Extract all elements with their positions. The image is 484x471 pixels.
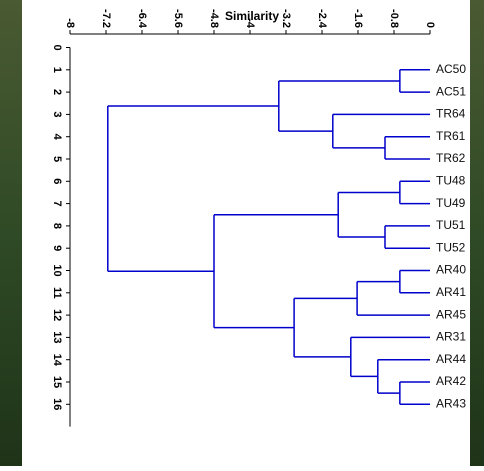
y-tick-label: 14	[51, 354, 63, 367]
y-tick-label: 13	[51, 331, 63, 343]
y-tick-label: 5	[51, 156, 63, 162]
leaf-label: TU51	[436, 218, 466, 232]
leaf-label: AC50	[436, 62, 466, 76]
leaf-label: TR61	[436, 129, 466, 143]
x-tick-label: -1.6	[352, 9, 364, 28]
leaf-label: AR43	[436, 396, 466, 410]
y-tick-label: 9	[51, 245, 63, 251]
leaf-label: TU49	[436, 196, 466, 210]
leaf-label: AR40	[436, 263, 466, 277]
y-tick-label: 16	[51, 398, 63, 410]
leaf-label: AR31	[436, 330, 466, 344]
leaf-label: TR64	[436, 107, 466, 121]
x-tick-label: -3.2	[280, 9, 292, 28]
y-tick-label: 7	[51, 201, 63, 207]
y-tick-label: 4	[51, 134, 63, 141]
leaf-label: TU52	[436, 240, 466, 254]
x-tick-label: -7.2	[100, 9, 112, 28]
x-tick-label: -4	[244, 18, 256, 29]
y-tick-label: 1	[51, 67, 63, 73]
y-tick-label: 12	[51, 309, 63, 321]
x-tick-label: -8	[64, 18, 76, 28]
leaf-label: TR62	[436, 151, 466, 165]
leaf-label: AR42	[436, 374, 466, 388]
y-tick-label: 0	[51, 44, 63, 50]
leaf-label: AR45	[436, 307, 466, 321]
leaf-label: TU48	[436, 173, 466, 187]
x-tick-label: -2.4	[316, 9, 328, 29]
leaf-label: AR44	[436, 352, 466, 366]
page: {"chart_data": { "type": "dendrogram", "…	[0, 0, 484, 466]
x-tick-label: -0.8	[388, 9, 400, 28]
x-tick-label: -5.6	[172, 9, 184, 28]
leaf-label: AR41	[436, 285, 466, 299]
y-tick-label: 2	[51, 89, 63, 95]
y-tick-label: 6	[51, 178, 63, 184]
x-tick-label: -6.4	[136, 9, 148, 29]
y-tick-label: 11	[51, 287, 63, 299]
y-tick-label: 8	[51, 223, 63, 229]
y-tick-label: 15	[51, 376, 63, 388]
x-tick-label: 0	[424, 22, 436, 28]
leaf-label: AC51	[436, 84, 466, 98]
x-tick-label: -4.8	[208, 9, 220, 28]
y-tick-label: 10	[51, 264, 63, 276]
chart: Similarity -8-7.2-6.4-5.6-4.8-4-3.2-2.4-…	[0, 0, 484, 466]
y-tick-label: 3	[51, 111, 63, 117]
